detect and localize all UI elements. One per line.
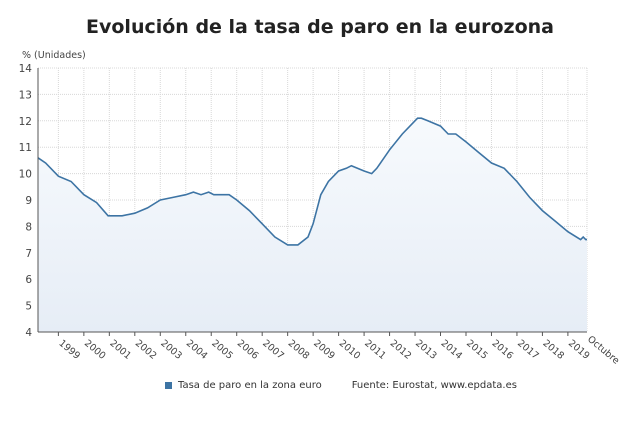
y-tick-label: 11 — [19, 142, 32, 154]
y-tick-label: 12 — [19, 116, 32, 128]
x-tick-label: 2017 — [515, 338, 541, 362]
x-tick-label: 2014 — [439, 338, 465, 362]
x-tick-label: 2000 — [82, 338, 108, 362]
y-axis-label: % (Unidades) — [22, 50, 86, 61]
y-tick-label: 6 — [25, 274, 32, 286]
y-tick-label: 4 — [25, 327, 32, 339]
y-tick-label: 8 — [25, 221, 32, 233]
x-tick-label: 2005 — [209, 338, 235, 362]
y-tick-label: 10 — [19, 169, 32, 181]
x-tick-label: 1999 — [56, 338, 82, 362]
x-tick-label: 2006 — [235, 338, 261, 362]
x-tick-label: 2013 — [413, 338, 439, 362]
x-tick-label: 2001 — [107, 338, 133, 362]
x-tick-label: 2007 — [260, 338, 286, 362]
x-tick-label: Octubre — [585, 334, 621, 367]
legend: Tasa de paro en la zona euro Fuente: Eur… — [165, 380, 517, 391]
x-tick-label: 2003 — [158, 338, 184, 362]
x-tick-label: 2010 — [337, 338, 363, 362]
chart-title: Evolución de la tasa de paro en la euroz… — [86, 16, 554, 38]
x-tick-label: 2002 — [133, 338, 159, 362]
y-tick-label: 14 — [19, 63, 33, 75]
y-tick-label: 5 — [25, 301, 32, 313]
y-tick-label: 7 — [25, 248, 32, 260]
x-tick-label: 2018 — [540, 338, 566, 362]
series-area — [38, 118, 587, 332]
series-line — [37, 117, 587, 246]
y-tick-label: 9 — [25, 195, 32, 207]
x-tick-label: 2015 — [464, 338, 490, 362]
x-tick-label: 2008 — [286, 338, 312, 362]
x-tick-label: 2011 — [362, 338, 388, 362]
source-text: Fuente: Eurostat, www.epdata.es — [351, 380, 517, 391]
x-tick-label: 2004 — [184, 338, 210, 362]
legend-swatch — [165, 382, 172, 389]
x-tick-label: 2012 — [388, 338, 414, 362]
x-tick-label: 2016 — [490, 338, 516, 362]
y-tick-label: 13 — [19, 89, 32, 101]
x-tick-label: 2009 — [311, 338, 337, 362]
legend-label: Tasa de paro en la zona euro — [178, 380, 322, 391]
